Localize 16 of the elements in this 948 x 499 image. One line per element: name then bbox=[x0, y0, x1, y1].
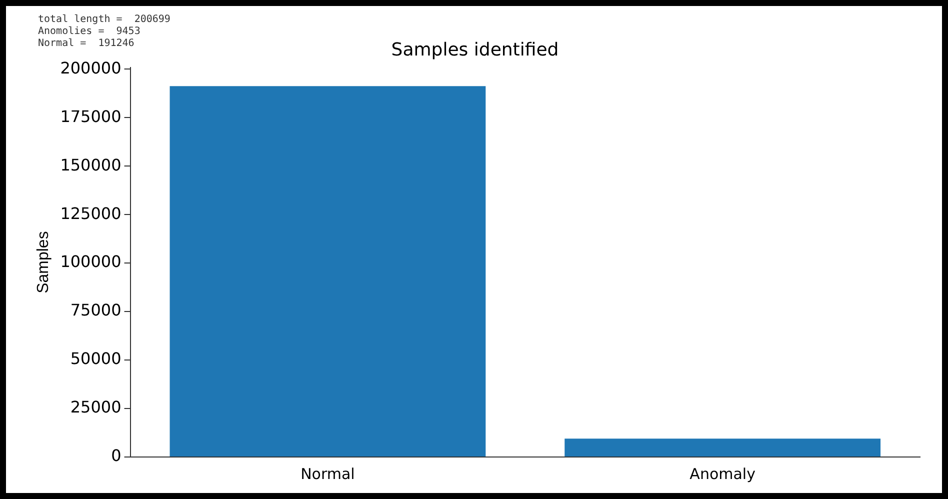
y-tick-label: 175000 bbox=[60, 106, 122, 126]
y-tick-label: 0 bbox=[111, 446, 122, 466]
y-tick-label: 50000 bbox=[70, 349, 122, 368]
x-tick-label: Normal bbox=[300, 464, 355, 483]
y-tick-label: 200000 bbox=[60, 58, 122, 78]
text: Anomolies = 9453 bbox=[38, 26, 142, 38]
y-tick-label: 125000 bbox=[60, 204, 122, 223]
text: Normal = 191246 bbox=[38, 38, 136, 50]
text: total length = 200699 bbox=[38, 14, 170, 26]
chart-title: Samples identified bbox=[391, 39, 559, 60]
y-tick-label: 25000 bbox=[70, 398, 122, 417]
x-tick-label: Anomaly bbox=[690, 464, 756, 483]
y-axis-title: Samples bbox=[35, 231, 52, 294]
y-tick-label: 100000 bbox=[60, 252, 122, 272]
y-tick-label: 75000 bbox=[70, 300, 122, 320]
y-tick-label: 150000 bbox=[60, 155, 122, 174]
